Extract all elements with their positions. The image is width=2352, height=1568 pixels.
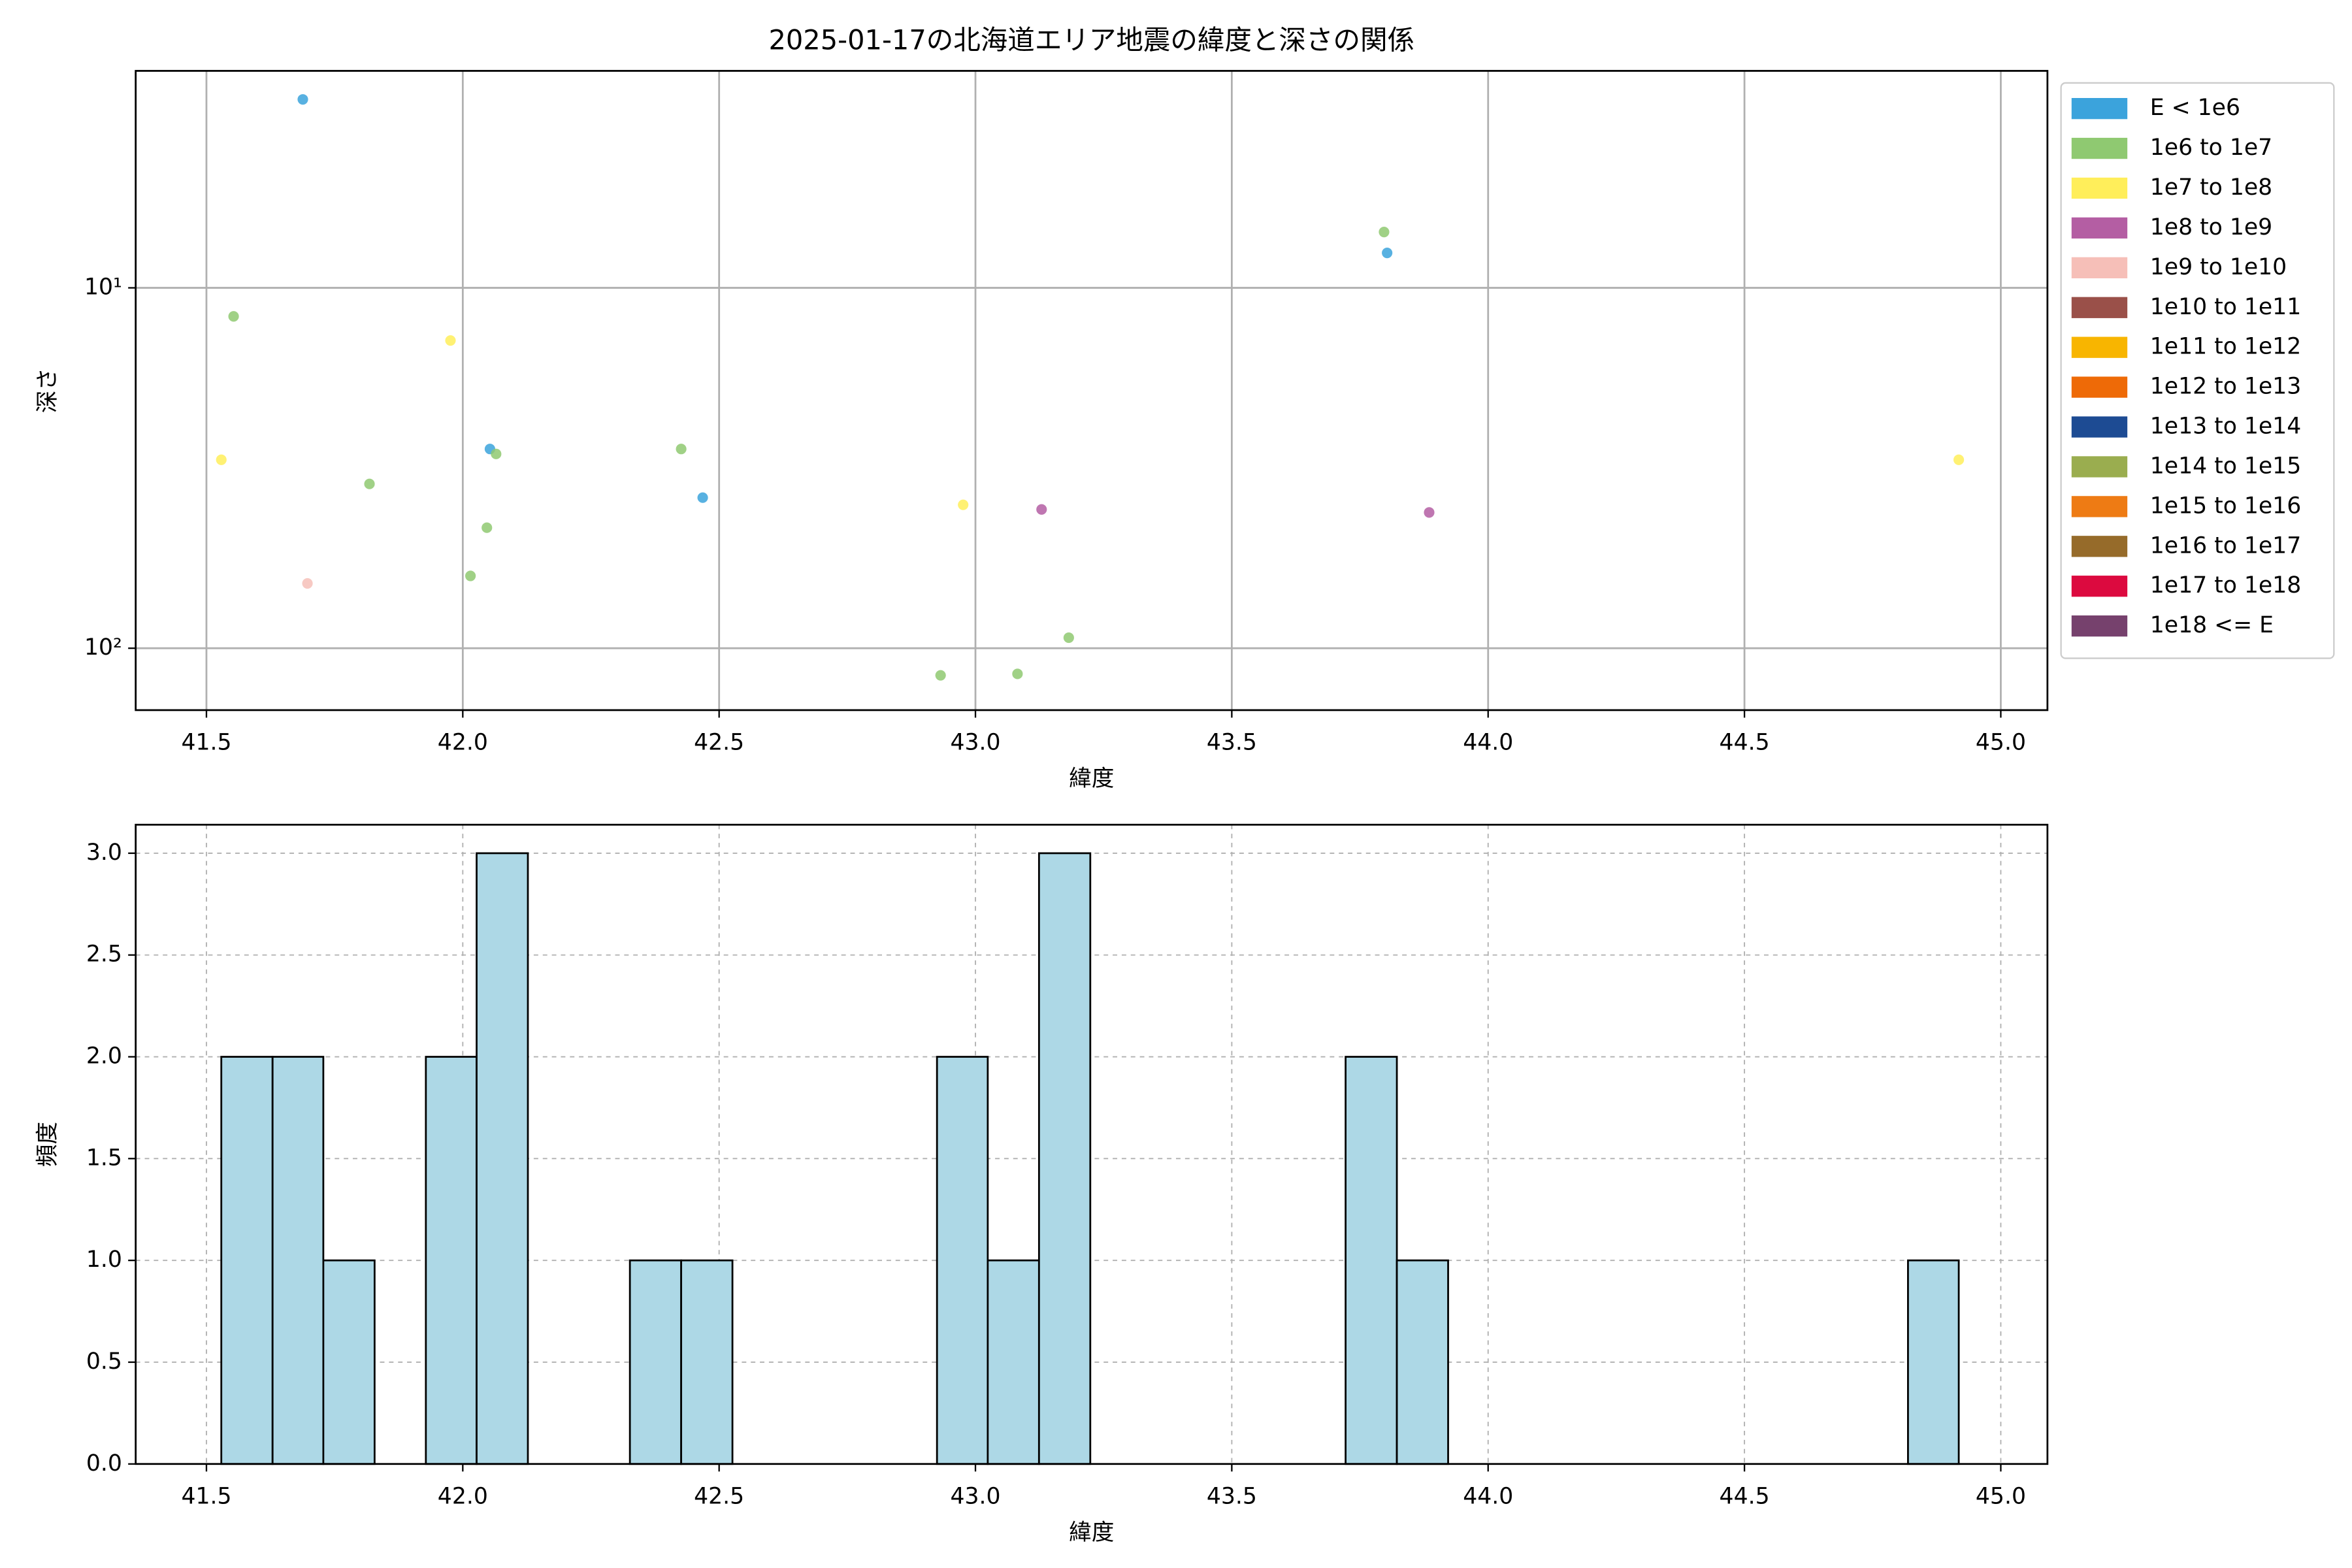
y-tick-label: 1.5 <box>86 1145 122 1171</box>
x-tick-label: 42.5 <box>694 1484 744 1510</box>
x-tick-label: 43.5 <box>1207 1484 1257 1510</box>
point <box>364 478 375 489</box>
legend-label: 1e10 to 1e11 <box>2150 294 2301 320</box>
legend-label: 1e18 <= E <box>2150 612 2274 638</box>
point <box>1953 454 1965 465</box>
bar <box>271 1056 325 1465</box>
legend-swatch <box>2071 98 2128 120</box>
legend-label: 1e17 to 1e18 <box>2150 572 2301 598</box>
x-tick-label: 43.5 <box>1207 730 1257 756</box>
y-tick-label: 0.0 <box>86 1450 122 1477</box>
bar <box>220 1056 274 1465</box>
point <box>1424 507 1435 518</box>
point <box>465 570 476 581</box>
chart-title: 2025-01-17の北海道エリア地震の緯度と深さの関係 <box>768 24 1414 56</box>
point <box>297 94 308 105</box>
x-tick-label: 44.0 <box>1463 730 1513 756</box>
plot-frame <box>135 823 2049 1465</box>
point <box>1379 227 1390 238</box>
legend-label: 1e7 to 1e8 <box>2150 174 2272 201</box>
x-tick-label: 41.5 <box>181 730 231 756</box>
x-tick-label: 44.0 <box>1463 1484 1513 1510</box>
bar <box>476 852 529 1465</box>
point <box>676 444 687 455</box>
point <box>302 578 313 589</box>
legend-label: E < 1e6 <box>2150 95 2240 121</box>
bar <box>1396 1259 1449 1465</box>
y-tick-label: 10² <box>84 634 122 661</box>
x-tick-label: 41.5 <box>181 1484 231 1510</box>
legend-swatch <box>2071 177 2128 199</box>
y-axis-label: 深さ <box>35 368 61 413</box>
legend-swatch <box>2071 416 2128 438</box>
legend-label: 1e9 to 1e10 <box>2150 254 2287 280</box>
x-tick-label: 42.5 <box>694 730 744 756</box>
legend-swatch <box>2071 496 2128 517</box>
legend-swatch <box>2071 336 2128 358</box>
bar <box>987 1259 1040 1465</box>
point <box>1012 668 1023 679</box>
bar <box>936 1056 989 1465</box>
x-tick-label: 43.0 <box>951 730 1001 756</box>
x-axis-label: 緯度 <box>1069 1520 1114 1546</box>
point <box>491 448 502 459</box>
legend-swatch <box>2071 137 2128 159</box>
legend-label: 1e12 to 1e13 <box>2150 374 2301 400</box>
point <box>482 522 493 533</box>
legend-label: 1e16 to 1e17 <box>2150 532 2301 559</box>
legend-frame <box>2060 82 2335 659</box>
legend-swatch <box>2071 576 2128 597</box>
y-tick-label: 2.5 <box>86 941 122 968</box>
x-tick-label: 43.0 <box>951 1484 1001 1510</box>
y-axis-label: 頻度 <box>35 1122 61 1167</box>
bar <box>629 1259 682 1465</box>
legend-label: 1e15 to 1e16 <box>2150 493 2301 519</box>
legend-label: 1e8 to 1e9 <box>2150 214 2272 240</box>
legend-label: 1e14 to 1e15 <box>2150 453 2301 479</box>
legend-label: 1e11 to 1e12 <box>2150 334 2301 360</box>
point <box>1382 248 1393 259</box>
legend-swatch <box>2071 257 2128 278</box>
point <box>1036 504 1047 515</box>
legend-swatch <box>2071 536 2128 557</box>
legend-swatch <box>2071 456 2128 478</box>
y-tick-label: 0.5 <box>86 1348 122 1375</box>
point <box>958 499 969 510</box>
plot-frame <box>135 70 2049 711</box>
x-axis-label: 緯度 <box>1069 766 1114 792</box>
legend-swatch <box>2071 376 2128 398</box>
x-tick-label: 45.0 <box>1976 730 2026 756</box>
point <box>935 670 946 681</box>
legend-swatch <box>2071 297 2128 318</box>
x-tick-label: 45.0 <box>1976 1484 2026 1510</box>
point <box>216 454 227 465</box>
legend-swatch <box>2071 615 2128 637</box>
bar <box>1345 1056 1398 1465</box>
x-tick-label: 42.0 <box>438 730 488 756</box>
bar <box>322 1259 376 1465</box>
x-tick-label: 42.0 <box>438 1484 488 1510</box>
y-tick-label: 10¹ <box>84 274 122 301</box>
x-tick-label: 44.5 <box>1720 1484 1770 1510</box>
x-tick-label: 44.5 <box>1720 730 1770 756</box>
legend-swatch <box>2071 217 2128 239</box>
y-tick-label: 2.0 <box>86 1043 122 1070</box>
point <box>445 335 456 346</box>
bar <box>1037 852 1092 1465</box>
bar <box>680 1259 734 1465</box>
legend-label: 1e13 to 1e14 <box>2150 414 2301 440</box>
legend-label: 1e6 to 1e7 <box>2150 135 2272 161</box>
y-tick-label: 3.0 <box>86 840 122 866</box>
bar <box>425 1056 478 1465</box>
point <box>228 311 239 322</box>
point <box>1063 632 1074 644</box>
bar <box>1907 1259 1960 1465</box>
point <box>697 492 708 503</box>
y-tick-label: 1.0 <box>86 1247 122 1273</box>
